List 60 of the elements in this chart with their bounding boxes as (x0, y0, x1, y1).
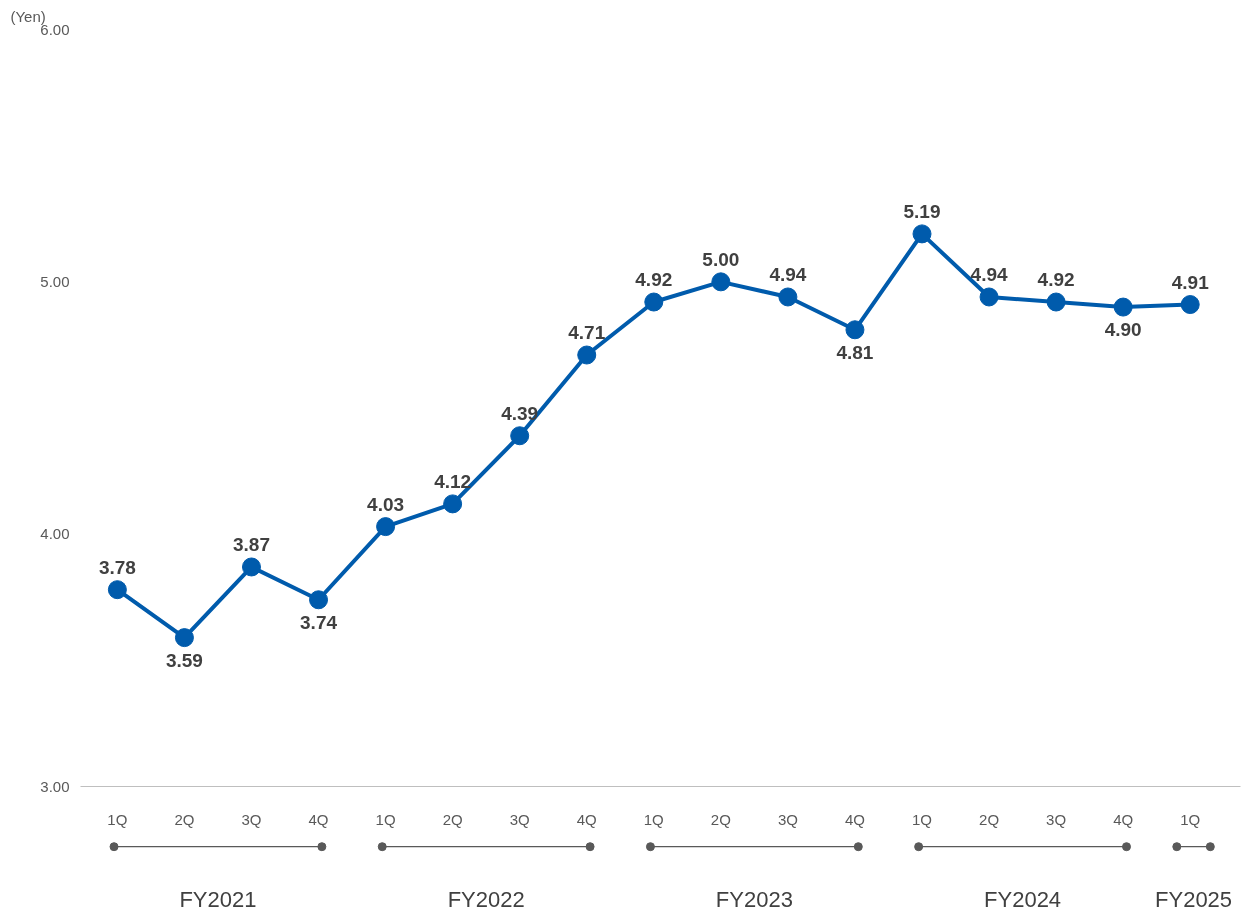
x-tick-label: 1Q (643, 810, 664, 828)
x-tick-label: 2Q (174, 810, 195, 828)
x-tick-label: 4Q (844, 810, 865, 828)
text: 5.19 (903, 200, 941, 222)
point (644, 292, 664, 312)
point (309, 590, 329, 610)
text: 3.59 (165, 649, 203, 671)
text: 4.94 (769, 263, 807, 285)
point (241, 557, 261, 577)
text: FY2024 (984, 886, 1062, 912)
point (912, 224, 932, 244)
text: 4.94 (970, 263, 1008, 285)
x-tick-label: 3Q (509, 810, 530, 828)
y-tick-label: 3.00 (40, 777, 70, 795)
x-tick-label: 1Q (375, 810, 396, 828)
x-tick-label: 2Q (710, 810, 731, 828)
x-tick-label: 3Q (777, 810, 798, 828)
point (1113, 297, 1133, 317)
text: 3.87 (232, 533, 270, 555)
point (510, 426, 530, 446)
x-tick-label: 4Q (1113, 810, 1134, 828)
text: FY2021 (179, 886, 257, 912)
text: 3.78 (98, 556, 136, 578)
text: 4.92 (1037, 269, 1075, 291)
text: 4.03 (367, 493, 405, 515)
text: FY2025 (1155, 886, 1233, 912)
text: FY2023 (715, 886, 793, 912)
text: 4.81 (836, 341, 874, 363)
x-tick-label: 3Q (1046, 810, 1067, 828)
point (107, 580, 127, 600)
y-axis-title: (Yen) (10, 7, 46, 25)
point (979, 287, 999, 307)
point (577, 345, 597, 365)
y-tick-label: 4.00 (40, 525, 70, 543)
text: 4.92 (635, 269, 673, 291)
x-tick-label: 1Q (107, 810, 128, 828)
text: 4.39 (501, 402, 539, 424)
x-tick-label: 1Q (1180, 810, 1201, 828)
text: FY2022 (447, 886, 525, 912)
text: 4.90 (1104, 319, 1142, 341)
text: 4.91 (1171, 271, 1209, 293)
x-tick-label: 1Q (912, 810, 933, 828)
x-tick-label: 4Q (308, 810, 329, 828)
point (711, 272, 731, 292)
point (845, 320, 865, 340)
point (174, 628, 194, 648)
x-tick-label: 4Q (576, 810, 597, 828)
x-tick-label: 3Q (241, 810, 262, 828)
point (1180, 295, 1200, 315)
point (376, 517, 396, 537)
text: 4.12 (434, 470, 472, 492)
point (443, 494, 463, 514)
x-tick-label: 2Q (442, 810, 463, 828)
text: 3.74 (300, 611, 338, 633)
point (1046, 292, 1066, 312)
text: 4.71 (568, 322, 606, 344)
x-tick-label: 2Q (979, 810, 1000, 828)
y-tick-label: 5.00 (40, 272, 70, 290)
text: 5.00 (702, 248, 740, 270)
point (778, 287, 798, 307)
